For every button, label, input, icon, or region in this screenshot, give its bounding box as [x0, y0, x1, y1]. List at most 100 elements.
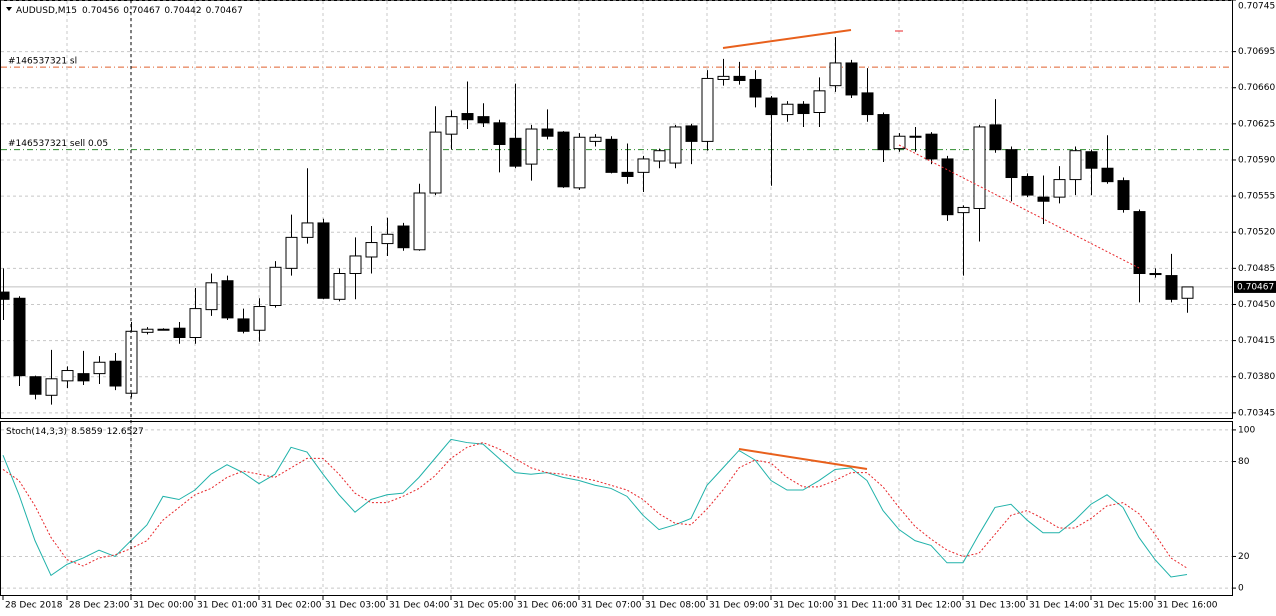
y-tick-label: 0.70660 [1238, 83, 1275, 93]
y-tick-label: 0.70590 [1238, 155, 1275, 165]
candle-body [1069, 150, 1082, 181]
x-tick-label: 31 Dec 06:00 [517, 601, 578, 611]
candle-body [13, 297, 26, 377]
y-tick-label: 0.70555 [1238, 192, 1275, 202]
x-tick-label: 31 Dec 04:00 [389, 601, 450, 611]
candle-body [493, 122, 506, 145]
candle-body [509, 137, 522, 167]
y-tick-label: 20 [1238, 552, 1250, 562]
candle-body [269, 266, 282, 307]
candle-body [909, 135, 922, 138]
y-tick-label: 0.70345 [1238, 408, 1275, 418]
candle-body [637, 158, 650, 173]
candle-body [253, 306, 266, 331]
candle-body [93, 361, 106, 375]
stoch-line [2, 442, 1188, 569]
candle-body [397, 225, 410, 249]
candle-body [653, 150, 666, 162]
main-value: 8.5859 [71, 427, 103, 437]
y-tick-label: 0.70450 [1238, 300, 1275, 310]
x-tick-label: 31 Dec 10:00 [773, 601, 834, 611]
price-label-box [1234, 280, 1276, 293]
x-tick-label: 31 Dec 16:00 [1157, 601, 1218, 611]
candle-body [0, 291, 10, 300]
candle-body [237, 318, 250, 332]
open-value: 0.70456 [82, 6, 119, 16]
candle-body [189, 308, 202, 338]
candle-body [861, 92, 874, 116]
candle-body [573, 136, 586, 189]
candle-body [701, 77, 714, 142]
y-tick-label: 0.70485 [1238, 264, 1275, 274]
trend-line [738, 448, 868, 470]
candle-body [973, 126, 986, 209]
y-tick-label: 0.70695 [1238, 47, 1275, 57]
candle-body [77, 373, 90, 382]
candle-body [589, 136, 602, 142]
candle-body [941, 158, 954, 216]
x-tick-label: 31 Dec 01:00 [197, 601, 258, 611]
x-tick-label: 31 Dec 02:00 [261, 601, 322, 611]
x-tick-label: 31 Dec 03:00 [325, 601, 386, 611]
candle-body [285, 236, 298, 269]
order-label: #146537321 sell 0.05 [8, 139, 108, 149]
y-tick-label: 0.70380 [1238, 372, 1275, 382]
candle-body [301, 222, 314, 238]
candle-body [333, 273, 346, 300]
candle-body [813, 90, 826, 113]
x-tick-label: 31 Dec 11:00 [837, 601, 898, 611]
order-label: #146537321 sl [8, 57, 77, 67]
low-value: 0.70442 [164, 6, 201, 16]
marks-layer [0, 37, 1194, 578]
x-tick-label: 31 Dec 15:00 [1093, 601, 1154, 611]
candle-body [893, 135, 906, 150]
candle-body [749, 78, 762, 98]
candle-body [477, 116, 490, 124]
candle-body [445, 116, 458, 135]
y-tick-label: 100 [1238, 425, 1255, 435]
candle-body [1085, 151, 1098, 169]
candle-body [1021, 175, 1034, 196]
main-panel [0, 0, 1233, 419]
candle-body [349, 255, 362, 275]
candle-body [541, 128, 554, 137]
y-tick-label: 0 [1238, 584, 1244, 594]
candle-body [605, 138, 618, 173]
indicator-name: Stoch(14,3,3) [6, 427, 67, 437]
candle-body [685, 125, 698, 142]
candle-body [829, 62, 842, 87]
candle-body [141, 328, 154, 333]
candle-body [1005, 149, 1018, 179]
candle-body [461, 113, 474, 121]
y-tick-label: 0.70745 [1238, 2, 1275, 12]
candle-body [61, 370, 74, 382]
stoch-header: Stoch(14,3,3) 8.5859 12.6527 [6, 427, 144, 437]
x-tick-label: 31 Dec 12:00 [901, 601, 962, 611]
candle-body [1117, 180, 1130, 211]
collapse-icon[interactable] [6, 7, 12, 11]
high-value: 0.70467 [123, 6, 160, 16]
x-tick-label: 31 Dec 00:00 [133, 601, 194, 611]
candle-body [621, 171, 634, 177]
x-tick-label: 31 Dec 07:00 [581, 601, 642, 611]
candle-body [669, 126, 682, 164]
candle-body [429, 131, 442, 194]
x-tick-label: 31 Dec 13:00 [965, 601, 1026, 611]
stoch-panel [0, 421, 1233, 596]
candle-body [717, 75, 730, 80]
y-tick-label: 80 [1238, 457, 1250, 467]
candle-body [365, 242, 378, 258]
candle-body [925, 133, 938, 160]
candle-body [1181, 286, 1194, 299]
candle-body [1133, 211, 1146, 275]
candle-body [221, 280, 234, 319]
candle-body [781, 103, 794, 116]
candle-body [1101, 167, 1114, 183]
candle-body [765, 97, 778, 116]
trend-line [898, 144, 1140, 269]
candle-body [733, 75, 746, 82]
y-tick-label: 0.70415 [1238, 336, 1275, 346]
signal-value: 12.6527 [107, 427, 144, 437]
chart-header: AUDUSD,M15 0.70456 0.70467 0.70442 0.70467 [16, 6, 243, 16]
